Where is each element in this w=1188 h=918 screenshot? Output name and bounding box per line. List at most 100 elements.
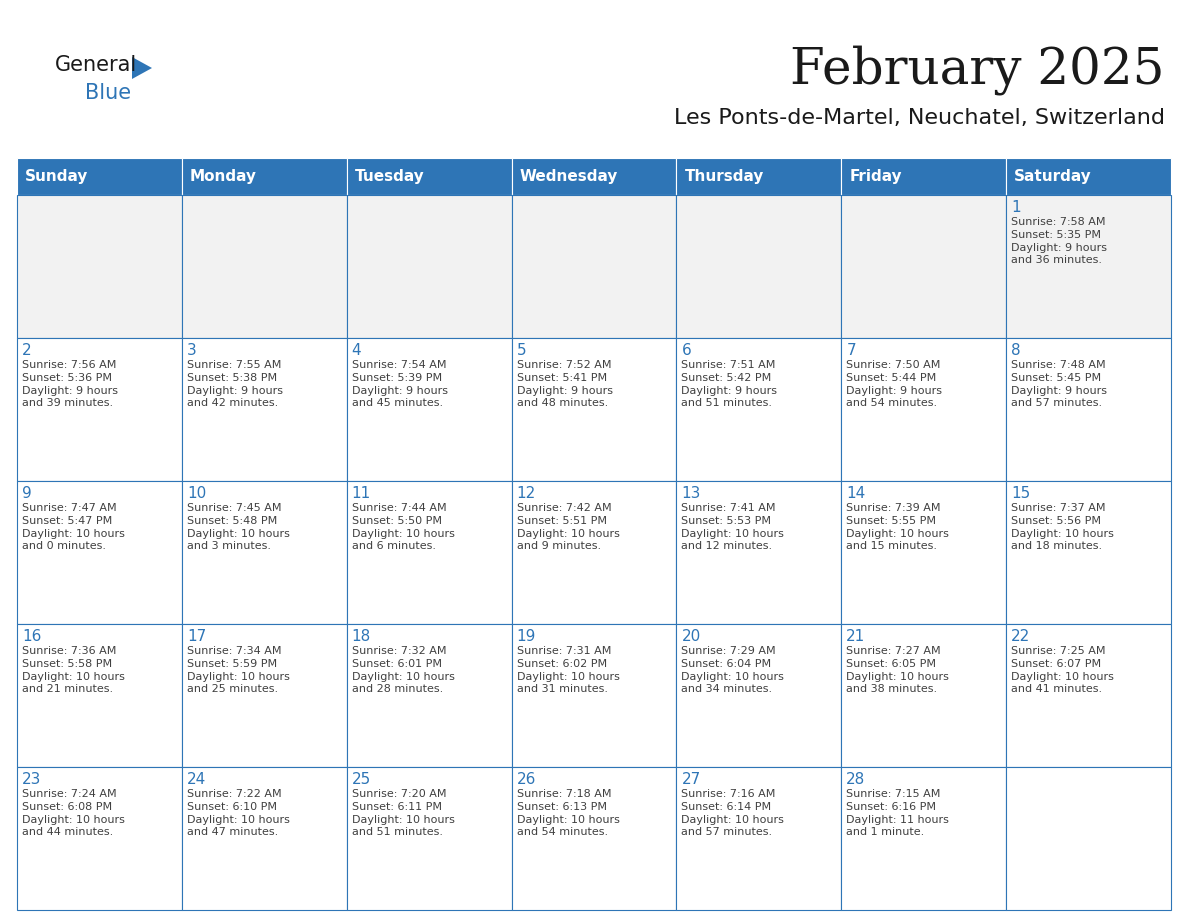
Bar [841,338,1006,481]
Text: 2: 2 [23,343,32,358]
Text: 19: 19 [517,629,536,644]
Bar [512,481,676,624]
Text: 21: 21 [846,629,866,644]
Bar [1006,338,1171,481]
Text: 17: 17 [187,629,206,644]
Text: Sunrise: 7:37 AM
Sunset: 5:56 PM
Daylight: 10 hours
and 18 minutes.: Sunrise: 7:37 AM Sunset: 5:56 PM Dayligh… [1011,503,1114,552]
Text: Sunrise: 7:20 AM
Sunset: 6:11 PM
Daylight: 10 hours
and 51 minutes.: Sunrise: 7:20 AM Sunset: 6:11 PM Dayligh… [352,789,455,837]
Bar [841,195,1006,338]
Text: 27: 27 [682,772,701,787]
Text: 14: 14 [846,486,866,501]
Bar [347,195,512,338]
Bar [347,481,512,624]
Text: 23: 23 [23,772,42,787]
Bar [182,767,347,910]
Bar [182,158,347,195]
Bar [676,767,841,910]
Bar [676,158,841,195]
Text: Sunrise: 7:39 AM
Sunset: 5:55 PM
Daylight: 10 hours
and 15 minutes.: Sunrise: 7:39 AM Sunset: 5:55 PM Dayligh… [846,503,949,552]
Bar [676,338,841,481]
Bar [1006,767,1171,910]
Text: Sunrise: 7:52 AM
Sunset: 5:41 PM
Daylight: 9 hours
and 48 minutes.: Sunrise: 7:52 AM Sunset: 5:41 PM Dayligh… [517,360,613,409]
Text: Sunday: Sunday [25,169,88,184]
Text: Sunrise: 7:41 AM
Sunset: 5:53 PM
Daylight: 10 hours
and 12 minutes.: Sunrise: 7:41 AM Sunset: 5:53 PM Dayligh… [682,503,784,552]
Text: 20: 20 [682,629,701,644]
Text: 16: 16 [23,629,42,644]
Text: Sunrise: 7:58 AM
Sunset: 5:35 PM
Daylight: 9 hours
and 36 minutes.: Sunrise: 7:58 AM Sunset: 5:35 PM Dayligh… [1011,217,1107,265]
Bar [676,195,841,338]
Bar [182,195,347,338]
Text: 12: 12 [517,486,536,501]
Text: Friday: Friday [849,169,902,184]
Text: Sunrise: 7:31 AM
Sunset: 6:02 PM
Daylight: 10 hours
and 31 minutes.: Sunrise: 7:31 AM Sunset: 6:02 PM Dayligh… [517,646,619,694]
Text: 7: 7 [846,343,855,358]
Bar [676,481,841,624]
Bar [347,338,512,481]
Bar [1006,481,1171,624]
Text: 11: 11 [352,486,371,501]
Text: Sunrise: 7:15 AM
Sunset: 6:16 PM
Daylight: 11 hours
and 1 minute.: Sunrise: 7:15 AM Sunset: 6:16 PM Dayligh… [846,789,949,837]
Text: Sunrise: 7:56 AM
Sunset: 5:36 PM
Daylight: 9 hours
and 39 minutes.: Sunrise: 7:56 AM Sunset: 5:36 PM Dayligh… [23,360,118,409]
Bar [1006,195,1171,338]
Text: 15: 15 [1011,486,1030,501]
Text: 26: 26 [517,772,536,787]
Text: Sunrise: 7:27 AM
Sunset: 6:05 PM
Daylight: 10 hours
and 38 minutes.: Sunrise: 7:27 AM Sunset: 6:05 PM Dayligh… [846,646,949,694]
Text: 1: 1 [1011,200,1020,215]
Bar [347,624,512,767]
Text: 6: 6 [682,343,691,358]
Bar [17,195,182,338]
Bar [182,481,347,624]
Text: Sunrise: 7:54 AM
Sunset: 5:39 PM
Daylight: 9 hours
and 45 minutes.: Sunrise: 7:54 AM Sunset: 5:39 PM Dayligh… [352,360,448,409]
Text: 9: 9 [23,486,32,501]
Polygon shape [132,57,152,79]
Text: Sunrise: 7:16 AM
Sunset: 6:14 PM
Daylight: 10 hours
and 57 minutes.: Sunrise: 7:16 AM Sunset: 6:14 PM Dayligh… [682,789,784,837]
Bar [182,624,347,767]
Bar [841,481,1006,624]
Text: General: General [55,55,138,75]
Text: Sunrise: 7:36 AM
Sunset: 5:58 PM
Daylight: 10 hours
and 21 minutes.: Sunrise: 7:36 AM Sunset: 5:58 PM Dayligh… [23,646,125,694]
Bar [17,624,182,767]
Bar [1006,624,1171,767]
Bar [841,624,1006,767]
Text: Sunrise: 7:34 AM
Sunset: 5:59 PM
Daylight: 10 hours
and 25 minutes.: Sunrise: 7:34 AM Sunset: 5:59 PM Dayligh… [187,646,290,694]
Bar [17,481,182,624]
Text: 3: 3 [187,343,196,358]
Bar [512,338,676,481]
Bar [347,767,512,910]
Bar [512,767,676,910]
Text: 13: 13 [682,486,701,501]
Text: Sunrise: 7:48 AM
Sunset: 5:45 PM
Daylight: 9 hours
and 57 minutes.: Sunrise: 7:48 AM Sunset: 5:45 PM Dayligh… [1011,360,1107,409]
Text: Sunrise: 7:25 AM
Sunset: 6:07 PM
Daylight: 10 hours
and 41 minutes.: Sunrise: 7:25 AM Sunset: 6:07 PM Dayligh… [1011,646,1114,694]
Bar [841,158,1006,195]
Text: Thursday: Thursday [684,169,764,184]
Bar [17,158,182,195]
Text: Sunrise: 7:42 AM
Sunset: 5:51 PM
Daylight: 10 hours
and 9 minutes.: Sunrise: 7:42 AM Sunset: 5:51 PM Dayligh… [517,503,619,552]
Text: Les Ponts-de-Martel, Neuchatel, Switzerland: Les Ponts-de-Martel, Neuchatel, Switzerl… [674,108,1165,128]
Text: 28: 28 [846,772,866,787]
Text: Sunrise: 7:51 AM
Sunset: 5:42 PM
Daylight: 9 hours
and 51 minutes.: Sunrise: 7:51 AM Sunset: 5:42 PM Dayligh… [682,360,777,409]
Text: Sunrise: 7:50 AM
Sunset: 5:44 PM
Daylight: 9 hours
and 54 minutes.: Sunrise: 7:50 AM Sunset: 5:44 PM Dayligh… [846,360,942,409]
Text: Wednesday: Wednesday [519,169,618,184]
Text: Sunrise: 7:44 AM
Sunset: 5:50 PM
Daylight: 10 hours
and 6 minutes.: Sunrise: 7:44 AM Sunset: 5:50 PM Dayligh… [352,503,455,552]
Text: Monday: Monday [190,169,257,184]
Text: 10: 10 [187,486,206,501]
Bar [347,158,512,195]
Bar [512,624,676,767]
Text: 25: 25 [352,772,371,787]
Text: 18: 18 [352,629,371,644]
Text: 5: 5 [517,343,526,358]
Text: Saturday: Saturday [1015,169,1092,184]
Bar [17,338,182,481]
Text: Sunrise: 7:24 AM
Sunset: 6:08 PM
Daylight: 10 hours
and 44 minutes.: Sunrise: 7:24 AM Sunset: 6:08 PM Dayligh… [23,789,125,837]
Bar [17,767,182,910]
Text: Sunrise: 7:45 AM
Sunset: 5:48 PM
Daylight: 10 hours
and 3 minutes.: Sunrise: 7:45 AM Sunset: 5:48 PM Dayligh… [187,503,290,552]
Bar [1006,158,1171,195]
Text: February 2025: February 2025 [790,45,1165,95]
Bar [182,338,347,481]
Text: Tuesday: Tuesday [355,169,424,184]
Bar [512,195,676,338]
Bar [512,158,676,195]
Text: Sunrise: 7:29 AM
Sunset: 6:04 PM
Daylight: 10 hours
and 34 minutes.: Sunrise: 7:29 AM Sunset: 6:04 PM Dayligh… [682,646,784,694]
Text: Sunrise: 7:18 AM
Sunset: 6:13 PM
Daylight: 10 hours
and 54 minutes.: Sunrise: 7:18 AM Sunset: 6:13 PM Dayligh… [517,789,619,837]
Text: Sunrise: 7:32 AM
Sunset: 6:01 PM
Daylight: 10 hours
and 28 minutes.: Sunrise: 7:32 AM Sunset: 6:01 PM Dayligh… [352,646,455,694]
